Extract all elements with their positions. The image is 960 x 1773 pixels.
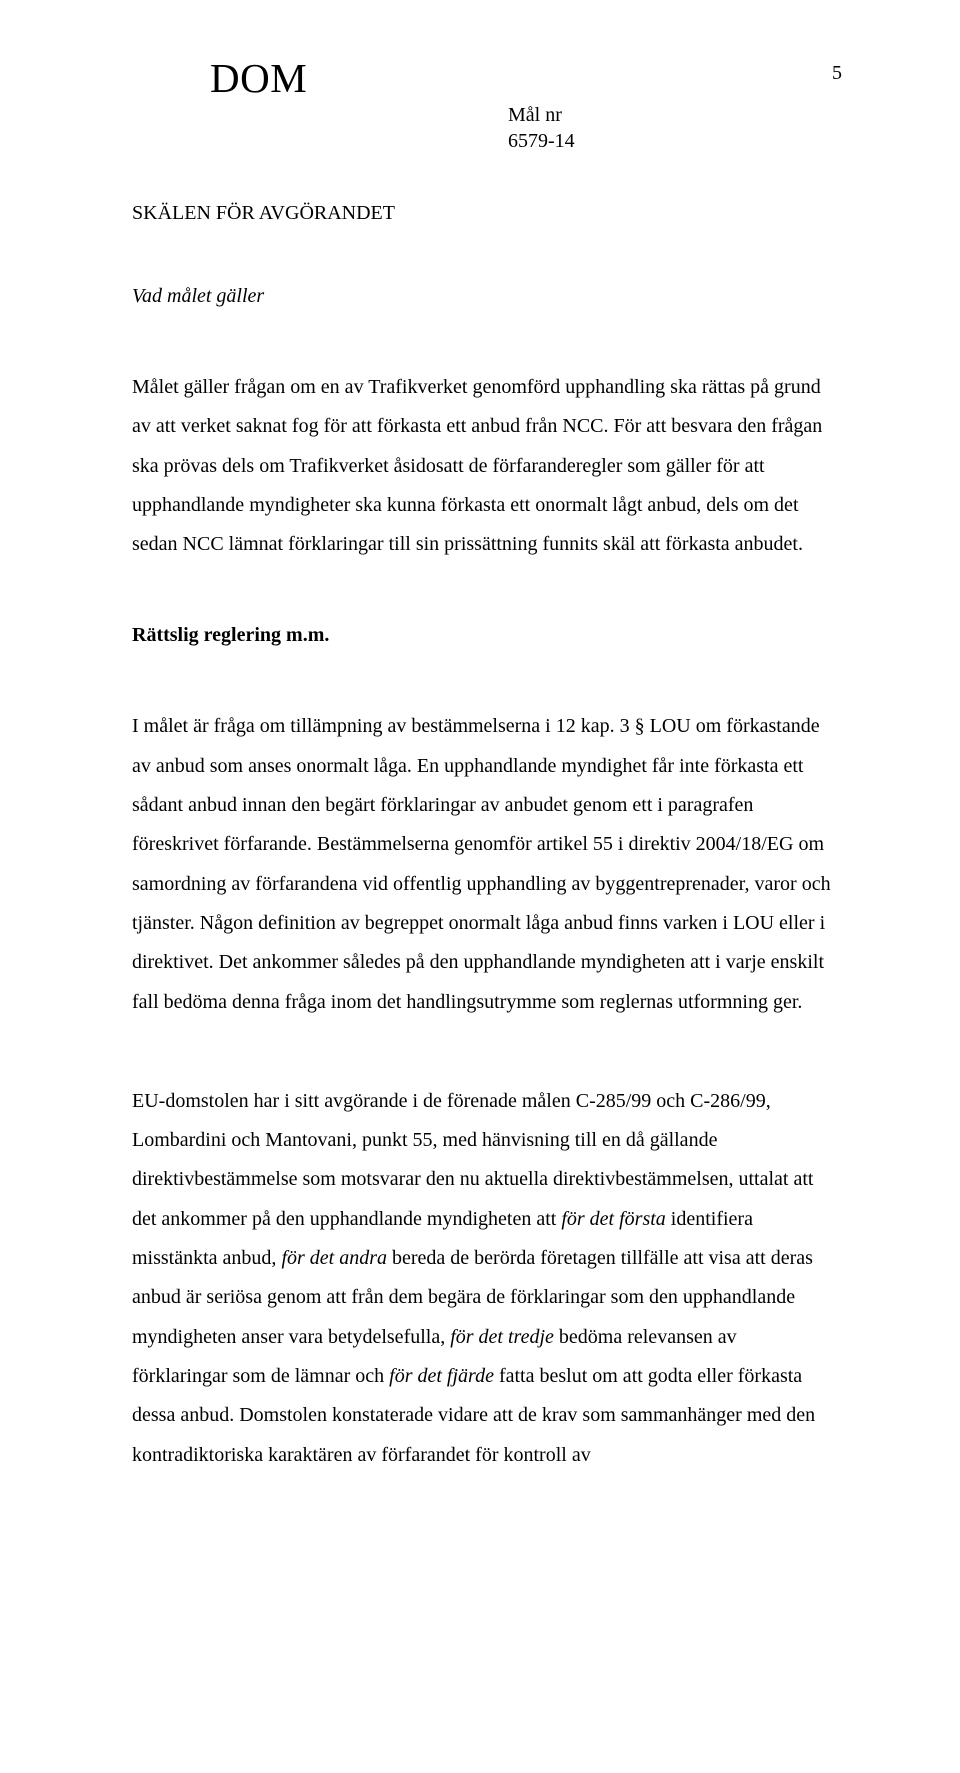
case-number-value: 6579-14 — [508, 130, 575, 153]
p3-italic-2: för det andra — [281, 1247, 387, 1269]
p3-italic-3: för det tredje — [450, 1326, 554, 1348]
p3-italic-1: för det första — [561, 1208, 665, 1230]
document-page: DOM 5 Mål nr 6579-14 SKÄLEN FÖR AVGÖRAND… — [0, 0, 960, 1773]
document-title: DOM — [210, 54, 307, 102]
subhead-1: Vad målet gäller — [132, 285, 832, 308]
document-body: SKÄLEN FÖR AVGÖRANDET Vad målet gäller M… — [132, 202, 832, 1475]
case-number-label: Mål nr — [508, 104, 562, 127]
page-number: 5 — [832, 62, 842, 85]
paragraph-2: I målet är fråga om tillämpning av bestä… — [132, 707, 832, 1021]
paragraph-1: Målet gäller frågan om en av Trafikverke… — [132, 368, 832, 564]
p3-italic-4: för det fjärde — [389, 1365, 494, 1387]
paragraph-3: EU-domstolen har i sitt avgörande i de f… — [132, 1082, 832, 1475]
section-title: SKÄLEN FÖR AVGÖRANDET — [132, 202, 832, 225]
document-header: DOM 5 Mål nr 6579-14 — [132, 54, 832, 162]
subhead-2: Rättslig reglering m.m. — [132, 624, 832, 647]
